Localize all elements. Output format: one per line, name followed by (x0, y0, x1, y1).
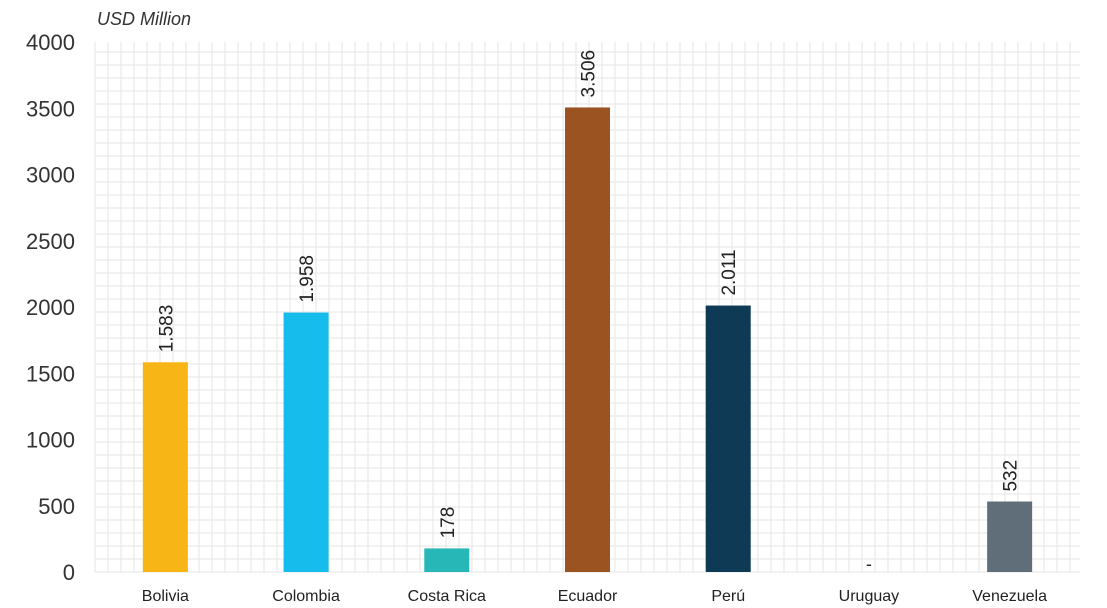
data-label: 532 (1001, 460, 1022, 492)
y-tick-label: 500 (38, 494, 75, 519)
x-tick-label: Costa Rica (408, 588, 486, 605)
x-tick-label: Uruguay (839, 588, 899, 605)
y-axis-unit-label: USD Million (97, 9, 191, 29)
bar-colombia (283, 312, 329, 572)
y-tick-label: 0 (63, 560, 75, 585)
bar-bolivia (142, 362, 188, 572)
data-label: 3.506 (579, 50, 600, 98)
data-label: 2.011 (719, 249, 740, 295)
x-tick-label: Venezuela (972, 588, 1047, 605)
bar-costa-rica (424, 548, 470, 572)
data-label: - (866, 554, 872, 574)
y-tick-label: 2500 (26, 229, 75, 254)
bar-venezuela (987, 501, 1033, 572)
y-tick-label: 1500 (26, 361, 75, 386)
x-tick-label: Colombia (272, 588, 340, 605)
y-tick-label: 3000 (26, 163, 75, 188)
x-tick-label: Perú (711, 588, 745, 605)
bar-per- (705, 305, 751, 572)
data-label: 1.583 (156, 305, 177, 353)
x-axis-ticks: Bolivia Colombia Costa Rica Ecuador Perú Urug… (142, 588, 1047, 605)
x-tick-label: Bolivia (142, 588, 189, 605)
y-tick-label: 1000 (26, 428, 75, 453)
bars (142, 107, 1033, 572)
bar-ecuador (565, 107, 610, 572)
data-label: 178 (438, 507, 459, 539)
value-labels: 1.583 1.958 178 3.506 2.011 - 532 (156, 50, 1021, 574)
x-tick-label: Ecuador (558, 588, 618, 605)
y-tick-label: 3500 (26, 96, 75, 121)
y-axis-ticks: 0 500 1000 1500 2000 2500 3000 3500 4000 (26, 30, 75, 585)
y-tick-label: 4000 (26, 30, 75, 55)
y-tick-label: 2000 (26, 295, 75, 320)
data-label: 1.958 (297, 255, 318, 303)
